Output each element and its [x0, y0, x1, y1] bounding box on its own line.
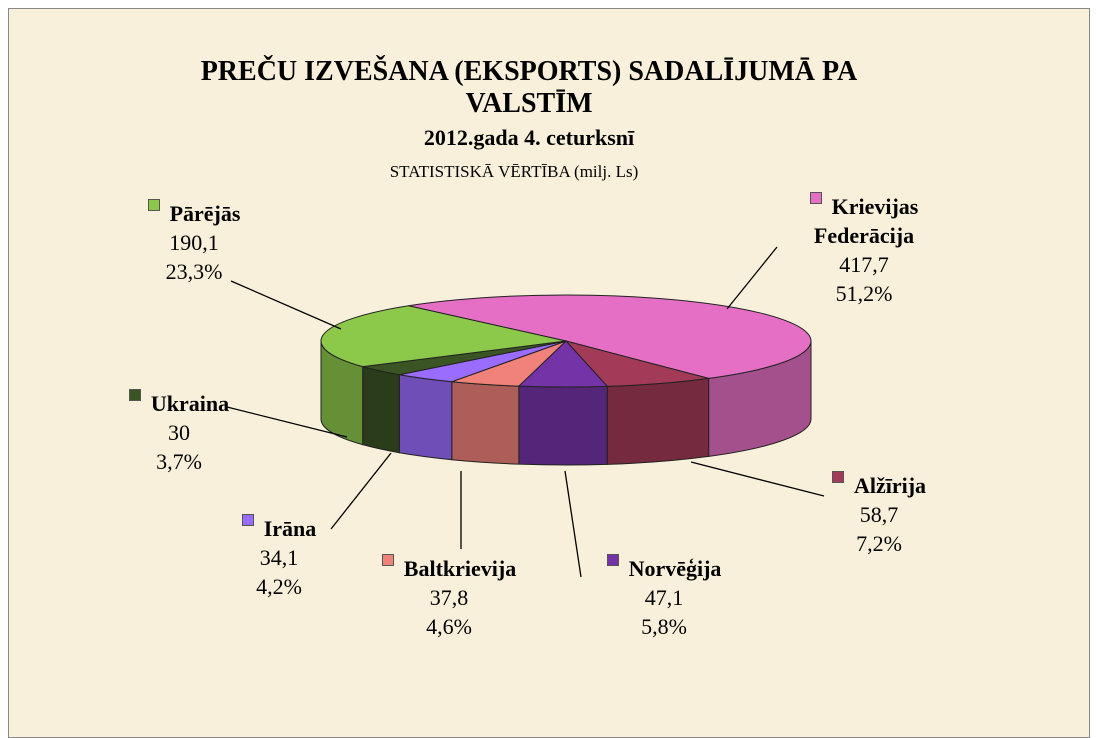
chart-subtitle: 2012.gada 4. ceturksnī — [423, 125, 635, 150]
slice-side — [398, 374, 453, 461]
share-label: 23,3% — [165, 259, 223, 284]
share-label: 5,8% — [641, 614, 687, 639]
leader-line — [726, 246, 778, 310]
value-label: 37,8 — [429, 585, 469, 610]
legend-swatch — [809, 192, 822, 204]
label-name-row: Pārējās — [119, 199, 269, 228]
unit-label: STATISTISKĀ VĒRTĪBA (milj. Ls) — [389, 162, 639, 181]
chart-frame: PREČU IZVEŠANA (EKSPORTS) SADALĪJUMĀ PA … — [8, 8, 1090, 738]
data-label: Norvēģija 47,1 5,8% — [579, 554, 749, 641]
data-label: Ukraina 30 3,7% — [104, 389, 254, 476]
label-name-row: Alžīrija — [819, 471, 939, 500]
leader-line — [690, 461, 825, 497]
category-label: Pārējās — [169, 201, 241, 226]
label-name-row: Baltkrievija — [359, 554, 539, 583]
label-name-row: Norvēģija — [579, 554, 749, 583]
label-name-row: Ukraina — [104, 389, 254, 418]
slice — [564, 340, 709, 387]
chart-title: PREČU IZVEŠANA (EKSPORTS) SADALĪJUMĀ PA … — [200, 56, 858, 119]
slice-side — [518, 385, 608, 466]
leader-line — [564, 470, 582, 578]
legend-swatch — [128, 389, 141, 401]
value-label: 30 — [168, 420, 190, 445]
data-label: Alžīrija 58,7 7,2% — [819, 471, 939, 558]
legend-swatch — [831, 471, 844, 483]
slice-side — [606, 377, 710, 465]
slice — [320, 305, 567, 368]
category-label: Baltkrievija — [403, 556, 517, 581]
category-label: Norvēģija — [628, 556, 722, 581]
leader-line — [226, 406, 348, 438]
slice-side — [451, 381, 520, 465]
share-label: 51,2% — [835, 281, 893, 306]
category-label: Alžīrija — [853, 473, 927, 498]
category-label: Krievijas Federācija — [813, 194, 919, 248]
leader-line — [330, 452, 392, 530]
value-label: 58,7 — [859, 502, 899, 527]
label-name-row: Irāna — [209, 514, 349, 543]
legend-swatch — [381, 554, 394, 566]
value-label: 47,1 — [644, 585, 684, 610]
value-label: 190,1 — [169, 230, 219, 255]
share-label: 4,6% — [426, 614, 472, 639]
share-label: 4,2% — [256, 574, 302, 599]
data-label: Krievijas Federācija 417,7 51,2% — [789, 192, 939, 308]
chart — [226, 246, 825, 578]
data-label: Pārējās 190,1 23,3% — [119, 199, 269, 286]
share-label: 3,7% — [156, 449, 202, 474]
slice-side — [362, 366, 400, 454]
value-label: 34,1 — [259, 545, 299, 570]
label-name-row: Krievijas Federācija — [789, 192, 939, 250]
legend-swatch — [241, 514, 254, 526]
leader-line — [230, 280, 342, 330]
value-label: 417,7 — [839, 252, 889, 277]
category-label: Irāna — [263, 516, 317, 541]
slice — [408, 294, 812, 379]
category-label: Ukraina — [150, 391, 230, 416]
legend-swatch — [606, 554, 619, 566]
legend-swatch — [147, 199, 160, 211]
data-label: Baltkrievija 37,8 4,6% — [359, 554, 539, 641]
data-label: Irāna 34,1 4,2% — [209, 514, 349, 601]
share-label: 7,2% — [856, 531, 902, 556]
